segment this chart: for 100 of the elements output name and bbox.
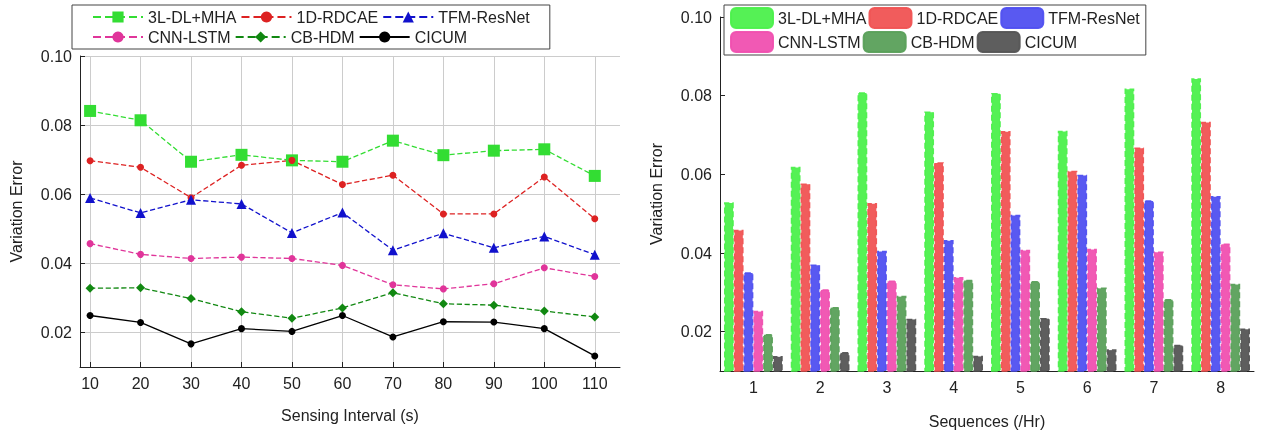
point xyxy=(238,161,245,169)
x-tick-label: 10 xyxy=(81,374,100,392)
point xyxy=(389,281,397,289)
legend-label: TFM-ResNet xyxy=(1048,9,1141,27)
point xyxy=(84,104,97,117)
point xyxy=(338,181,346,189)
x-tick-label: 2 xyxy=(815,378,825,396)
point xyxy=(539,306,549,316)
point xyxy=(438,299,448,309)
legend-label: CICUM xyxy=(1024,33,1078,51)
point xyxy=(540,173,548,181)
point xyxy=(488,242,499,253)
point xyxy=(389,333,397,341)
point xyxy=(186,294,196,304)
x-tick-label: 100 xyxy=(530,374,558,392)
x-tick-label: 6 xyxy=(1082,378,1092,396)
point xyxy=(135,207,146,218)
point xyxy=(438,228,449,239)
point xyxy=(490,210,498,218)
legend-label: CB-HDM xyxy=(910,33,975,51)
x-axis-title: Sensing Interval (s) xyxy=(281,406,419,424)
point xyxy=(86,240,94,248)
point xyxy=(134,114,147,127)
y-tick-label: 0.06 xyxy=(40,185,73,203)
x-tick-label: 5 xyxy=(1015,378,1025,396)
legend-label: 1D-RDCAE xyxy=(296,8,379,26)
point xyxy=(86,157,94,165)
x-tick-label: 20 xyxy=(131,374,150,392)
y-tick-label: 0.04 xyxy=(40,254,73,272)
x-tick-label: 8 xyxy=(1216,378,1226,396)
x-tick-label: 3 xyxy=(882,378,892,396)
x-tick-label: 110 xyxy=(582,374,608,392)
x-tick-label: 70 xyxy=(384,374,402,392)
x-tick-label: 7 xyxy=(1149,378,1159,396)
point xyxy=(185,155,198,168)
point xyxy=(591,272,599,280)
point xyxy=(490,280,498,288)
point xyxy=(539,231,550,242)
point xyxy=(487,144,500,157)
legend-label: CB-HDM xyxy=(290,28,355,46)
legend-label: 3L-DL+MHA xyxy=(148,8,237,26)
point xyxy=(238,325,245,333)
point xyxy=(590,312,600,322)
point xyxy=(238,253,245,261)
legend-label: CICUM xyxy=(414,28,468,46)
point xyxy=(388,288,398,298)
point xyxy=(387,245,398,256)
point xyxy=(489,300,499,310)
point xyxy=(85,193,96,204)
y-tick-label: 0.10 xyxy=(40,47,73,65)
y-tick-label: 0.02 xyxy=(680,323,713,341)
x-tick-label: 60 xyxy=(333,374,352,392)
y-tick-label: 0.10 xyxy=(680,8,713,26)
x-tick-label: 80 xyxy=(434,374,453,392)
point xyxy=(588,169,601,182)
point xyxy=(338,312,346,320)
point xyxy=(439,210,447,218)
y-tick-label: 0.02 xyxy=(40,323,73,341)
point xyxy=(288,255,296,262)
y-tick-label: 0.04 xyxy=(680,244,713,262)
point xyxy=(237,307,246,317)
point xyxy=(85,283,95,293)
legend-label: 3L-DL+MHA xyxy=(778,9,867,27)
point xyxy=(591,352,599,360)
x-tick-label: 90 xyxy=(484,374,503,392)
legend-label: CNN-LSTM xyxy=(778,33,861,51)
point xyxy=(336,155,349,168)
point xyxy=(137,250,145,258)
point xyxy=(136,283,146,293)
point xyxy=(137,318,145,326)
point xyxy=(538,143,551,156)
x-tick-label: 30 xyxy=(182,374,201,392)
point xyxy=(386,134,399,147)
point xyxy=(437,149,450,162)
point xyxy=(235,148,248,161)
x-tick-label: 40 xyxy=(232,374,251,392)
point xyxy=(187,255,195,262)
point xyxy=(137,163,145,171)
point xyxy=(540,325,548,333)
point xyxy=(439,285,447,293)
point xyxy=(337,303,347,313)
x-tick-label: 50 xyxy=(283,374,301,392)
point xyxy=(86,312,94,320)
point xyxy=(288,327,296,335)
point xyxy=(236,198,247,209)
point xyxy=(338,261,346,269)
legend-label: 1D-RDCAE xyxy=(916,9,999,27)
y-tick-label: 0.08 xyxy=(680,87,713,105)
point xyxy=(337,207,348,218)
point xyxy=(439,318,447,326)
point xyxy=(286,227,297,238)
legend-label: CNN-LSTM xyxy=(148,28,231,46)
x-tick-label: 4 xyxy=(949,378,959,396)
point xyxy=(591,215,599,223)
legend-label: TFM-ResNet xyxy=(438,8,531,26)
point xyxy=(389,171,397,179)
y-axis-title: Variation Error xyxy=(647,142,665,245)
x-tick-label: 1 xyxy=(748,378,758,396)
point xyxy=(490,318,498,326)
x-axis-title: Sequences (/Hr) xyxy=(928,412,1046,430)
